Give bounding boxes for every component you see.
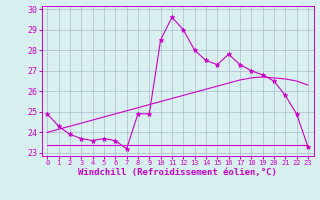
X-axis label: Windchill (Refroidissement éolien,°C): Windchill (Refroidissement éolien,°C) — [78, 168, 277, 177]
